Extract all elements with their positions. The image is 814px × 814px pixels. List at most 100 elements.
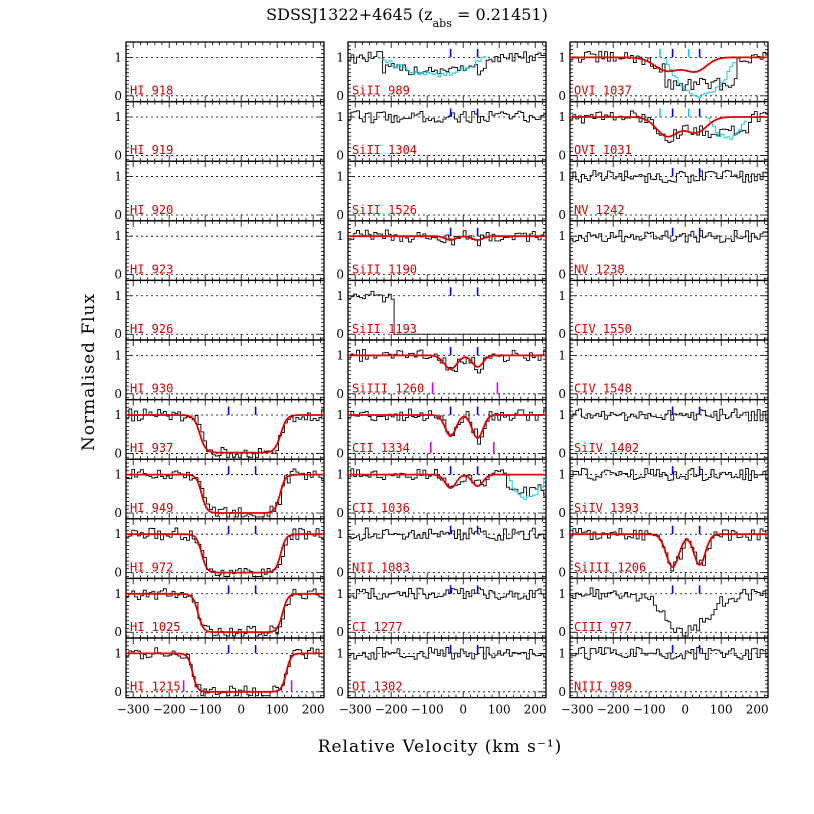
flux-spectrum: [348, 527, 546, 541]
panel-0-4: 0 1 HI 926: [114, 279, 325, 341]
panel-1-6: 0 1 CII 1334: [336, 398, 547, 460]
transition-label: NIII 989: [574, 680, 632, 694]
voigt-model-fit: [126, 414, 324, 454]
flux-spectrum: [570, 468, 768, 481]
y-tick-label: 1: [558, 50, 566, 64]
y-tick-label: 1: [114, 468, 122, 482]
transition-label: OVI 1037: [574, 84, 632, 98]
transition-label: HI 972: [130, 560, 173, 574]
y-tick-label: 1: [558, 646, 566, 660]
panel-0-10: 0 1 HI 1215: [114, 637, 325, 699]
transition-label: SiII 1193: [352, 322, 417, 336]
voigt-model-fit: [348, 235, 546, 241]
flux-spectrum: [348, 348, 546, 374]
transition-label: OI 1302: [352, 680, 403, 694]
y-tick-label: 0: [336, 685, 344, 699]
y-tick-label: 1: [336, 646, 344, 660]
voigt-model-fit: [348, 414, 546, 440]
x-tick-label: −100: [633, 703, 666, 717]
panel-0-0: 0 1 HI 918: [114, 41, 325, 103]
flux-spectrum: [126, 468, 324, 518]
panel-0-7: 0 1 HI 949: [114, 458, 325, 520]
y-tick-label: 1: [558, 468, 566, 482]
panel-1-2: 0 1 SiII 1526: [336, 160, 547, 222]
flux-spectrum: [348, 50, 546, 76]
y-tick-label: 1: [114, 50, 122, 64]
transition-label: SiII 1190: [352, 262, 417, 276]
voigt-model-fit: [570, 56, 768, 73]
y-tick-label: 0: [114, 148, 122, 162]
panel-0-3: 0 1 HI 923: [114, 220, 325, 282]
transition-label: SiIV 1393: [574, 501, 639, 515]
y-tick-label: 0: [558, 89, 566, 103]
panel-2-10: 0 1 NIII 989: [558, 637, 769, 699]
y-tick-label: 1: [558, 289, 566, 303]
panel-1-0: 0 1 SiII 989: [336, 41, 547, 103]
panel-1-9: 0 1 CI 1277: [336, 577, 547, 639]
transition-label: CI 1277: [352, 620, 403, 634]
y-tick-label: 0: [114, 446, 122, 460]
x-tick-label: −300: [339, 703, 372, 717]
flux-spectrum: [570, 50, 768, 91]
flux-spectrum: [348, 646, 546, 660]
panel-2-1: 0 1 OVI 1031: [558, 100, 769, 162]
y-tick-label: 0: [558, 446, 566, 460]
panel-2-8: 0 1 SiIII 1206: [558, 518, 769, 580]
voigt-model-fit: [126, 533, 324, 574]
x-tick-label: 0: [237, 703, 245, 717]
panel-0-6: 0 1 HI 937: [114, 398, 325, 460]
y-tick-label: 0: [336, 208, 344, 222]
transition-label: HI 918: [130, 84, 173, 98]
contaminating-line: [706, 117, 748, 140]
panel-0-5: 0 1 HI 930: [114, 339, 325, 401]
y-tick-label: 0: [336, 268, 344, 282]
y-tick-label: 1: [558, 348, 566, 362]
x-tick-label: 0: [459, 703, 467, 717]
y-tick-label: 1: [336, 50, 344, 64]
chart-title: SDSSJ1322+4645 (zabs = 0.21451): [266, 5, 548, 30]
y-tick-label: 1: [114, 229, 122, 243]
y-tick-label: 0: [114, 327, 122, 341]
y-tick-label: 1: [558, 527, 566, 541]
transition-label: HI 949: [130, 501, 173, 515]
transition-label: SiII 989: [352, 84, 410, 98]
y-tick-label: 1: [336, 229, 344, 243]
contaminating-line: [663, 58, 736, 99]
y-tick-label: 1: [114, 289, 122, 303]
y-tick-label: 0: [336, 89, 344, 103]
transition-label: SiIII 1260: [352, 382, 424, 396]
transition-label: HI 1025: [130, 620, 181, 634]
y-tick-label: 0: [558, 268, 566, 282]
y-tick-label: 0: [558, 327, 566, 341]
panel-0-9: 0 1 HI 1025: [114, 577, 325, 639]
panel-2-9: 0 1 CIII 977: [558, 577, 769, 639]
panel-0-2: 0 1 HI 920: [114, 160, 325, 222]
panel-1-1: 0 1 SiII 1304: [336, 100, 547, 162]
flux-spectrum: [570, 587, 768, 637]
panel-1-5: 0 1 SiIII 1260: [336, 339, 547, 401]
transition-label: SiIII 1206: [574, 560, 646, 574]
flux-spectrum: [348, 110, 546, 124]
x-tick-label: −200: [153, 703, 186, 717]
y-tick-label: 0: [558, 506, 566, 520]
y-tick-label: 1: [558, 170, 566, 184]
y-axis-label: Normalised Flux: [79, 293, 99, 451]
y-tick-label: 1: [336, 468, 344, 482]
y-tick-label: 0: [336, 446, 344, 460]
panel-1-3: 0 1 SiII 1190: [336, 220, 547, 282]
flux-spectrum: [570, 170, 768, 183]
panel-frame: [347, 637, 547, 699]
flux-spectrum: [348, 587, 546, 600]
panel-frame: [569, 637, 769, 699]
y-tick-label: 0: [114, 268, 122, 282]
transition-label: SiII 1526: [352, 203, 417, 217]
transition-label: HI 920: [130, 203, 173, 217]
panel-2-5: 0 1 CIV 1548: [558, 339, 769, 401]
voigt-model-fit: [126, 473, 324, 514]
x-tick-label: 200: [746, 703, 769, 717]
contaminating-line: [506, 475, 547, 500]
y-tick-label: 1: [114, 646, 122, 660]
x-tick-label: 0: [681, 703, 689, 717]
flux-spectrum: [570, 110, 768, 143]
